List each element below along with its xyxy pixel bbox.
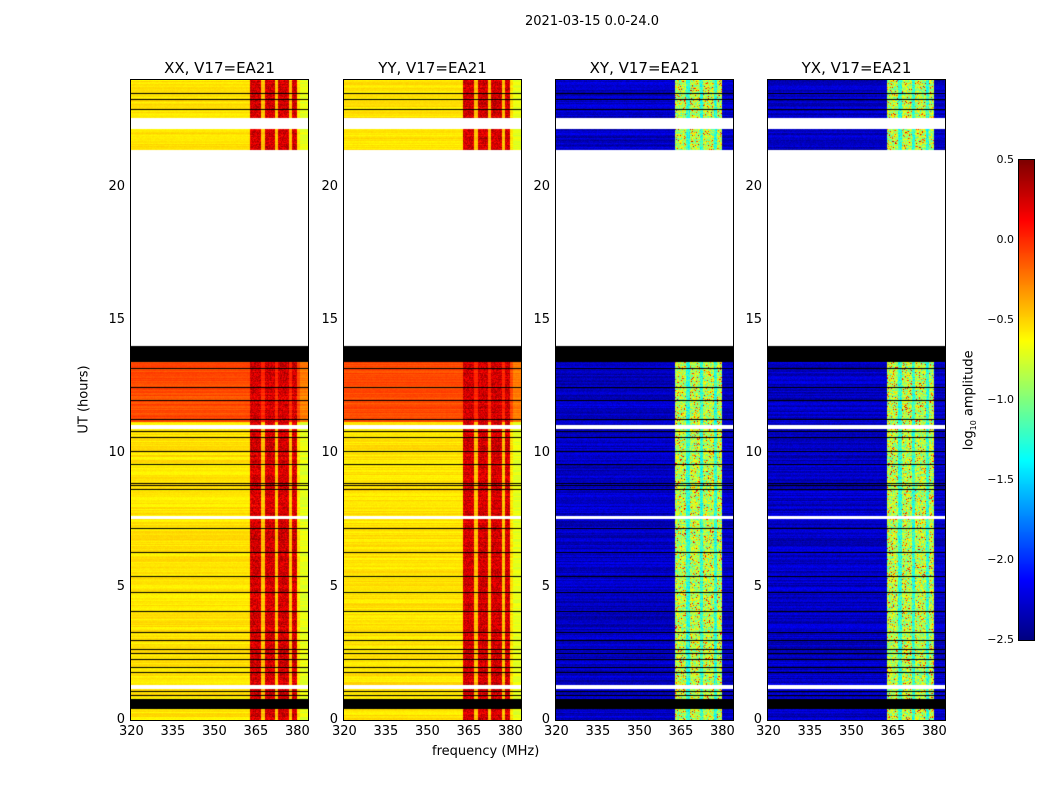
- y-tick-label: 10: [533, 445, 550, 461]
- panel-title: XY, V17=EA21: [589, 59, 700, 77]
- x-tick-label: 380: [709, 724, 735, 739]
- x-tick-label: 380: [284, 724, 310, 739]
- colorbar-label-rest: amplitude: [961, 350, 977, 421]
- x-axis-label: frequency (MHz): [432, 744, 540, 759]
- heatmap-xx: [131, 80, 308, 720]
- y-tick-label: 15: [533, 312, 550, 327]
- x-tick-label: 335: [160, 724, 186, 739]
- x-tick-label: 380: [921, 724, 947, 739]
- x-tick-label: 380: [497, 724, 523, 739]
- colorbar-tick-label: −2.0: [987, 553, 1014, 566]
- y-tick-label: 5: [753, 578, 762, 594]
- colorbar-tick-label: −1.5: [987, 473, 1014, 486]
- x-tick-label: 365: [456, 724, 482, 739]
- x-tick-label: 350: [626, 724, 652, 739]
- y-tick-label: 10: [108, 445, 125, 461]
- y-tick-label: 0: [329, 712, 338, 727]
- colorbar-tick-label: 0.0: [996, 233, 1015, 246]
- x-tick-label: 350: [414, 724, 440, 739]
- x-tick-label: 365: [880, 724, 906, 739]
- y-axis-label: UT (hours): [76, 365, 92, 434]
- y-tick-label: 15: [745, 312, 762, 327]
- x-tick-label: 320: [544, 724, 569, 739]
- y-tick-label: 20: [745, 178, 762, 194]
- heatmap-xy: [556, 80, 733, 720]
- y-tick-label: 20: [533, 178, 550, 194]
- y-tick-label: 0: [116, 712, 125, 727]
- y-tick-label: 0: [753, 712, 762, 727]
- y-tick-label: 5: [116, 578, 125, 594]
- x-tick-label: 335: [797, 724, 823, 739]
- colorbar-tick-label: −2.5: [987, 633, 1014, 646]
- x-tick-label: 320: [756, 724, 781, 739]
- x-tick-label: 365: [668, 724, 694, 739]
- heatmap-yy: [344, 80, 521, 720]
- colorbar-tick-label: −1.0: [987, 393, 1014, 406]
- colorbar-label-sub: 10: [969, 420, 979, 431]
- x-tick-label: 350: [201, 724, 227, 739]
- y-tick-label: 5: [541, 578, 550, 594]
- chart-title: 2021-03-15 0.0-24.0: [525, 14, 659, 29]
- heatmap-yx: [768, 80, 945, 720]
- x-tick-label: 335: [585, 724, 611, 739]
- y-tick-label: 20: [108, 178, 125, 194]
- x-tick-label: 365: [243, 724, 269, 739]
- y-tick-label: 10: [745, 445, 762, 461]
- panel-title: YY, V17=EA21: [378, 59, 487, 77]
- x-tick-label: 350: [838, 724, 864, 739]
- y-tick-label: 20: [321, 178, 338, 194]
- y-tick-label: 5: [329, 578, 338, 594]
- y-tick-label: 15: [108, 312, 125, 327]
- y-tick-label: 0: [541, 712, 550, 727]
- panel-title: XX, V17=EA21: [164, 59, 275, 77]
- x-tick-label: 335: [373, 724, 399, 739]
- colorbar-tick-label: −0.5: [987, 313, 1014, 326]
- x-tick-label: 320: [332, 724, 357, 739]
- y-tick-label: 15: [321, 312, 338, 327]
- y-tick-label: 10: [321, 445, 338, 461]
- colorbar: [1019, 160, 1034, 640]
- panel-title: YX, V17=EA21: [801, 59, 912, 77]
- colorbar-tick-label: 0.5: [996, 153, 1015, 166]
- x-tick-label: 320: [119, 724, 144, 739]
- colorbar-label-main: log: [961, 430, 977, 451]
